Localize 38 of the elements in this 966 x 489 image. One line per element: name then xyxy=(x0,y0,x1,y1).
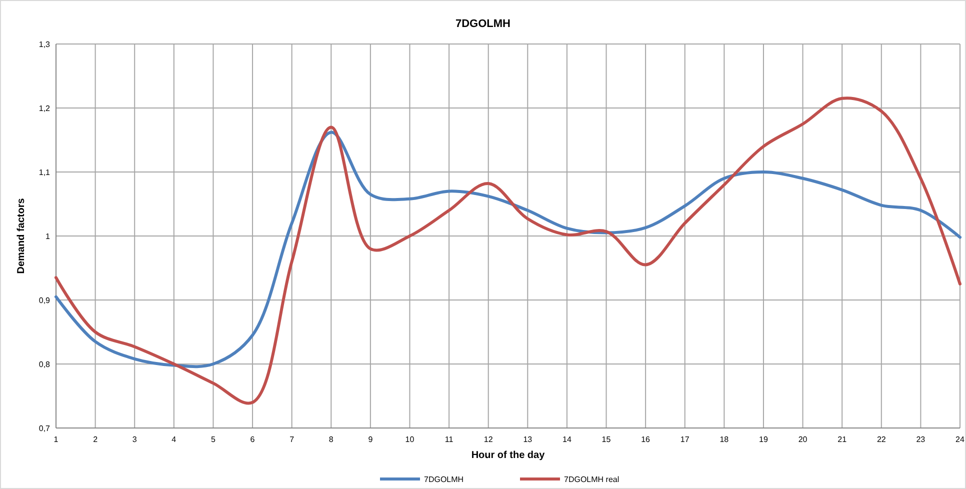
x-tick-label: 6 xyxy=(250,435,256,444)
y-tick-label: 1,2 xyxy=(38,104,51,113)
legend-label: 7DGOLMH real xyxy=(564,474,620,484)
y-tick-label: 1 xyxy=(46,232,51,241)
x-tick-label: 21 xyxy=(838,435,848,444)
y-tick-label: 0,9 xyxy=(38,296,51,305)
x-tick-label: 24 xyxy=(956,435,965,444)
x-tick-label: 12 xyxy=(484,435,494,444)
y-tick-label: 1,3 xyxy=(38,40,51,49)
line-series xyxy=(54,130,962,368)
line-series xyxy=(54,96,962,404)
chart-title: 7DGOLMH xyxy=(456,18,511,30)
x-tick-label: 3 xyxy=(132,435,138,444)
x-tick-label: 1 xyxy=(54,435,59,444)
x-tick-label: 23 xyxy=(916,435,926,444)
x-axis-title: Hour of the day xyxy=(471,450,546,461)
x-tick-label: 22 xyxy=(876,435,886,444)
x-tick-label: 5 xyxy=(210,435,216,444)
x-tick-label: 7 xyxy=(290,435,295,444)
x-tick-label: 9 xyxy=(368,435,374,444)
x-tick-label: 2 xyxy=(93,435,98,444)
x-tick-label: 15 xyxy=(602,435,612,444)
x-tick-label: 16 xyxy=(641,435,651,444)
x-tick-label: 19 xyxy=(759,435,768,444)
x-tick-label: 8 xyxy=(328,435,334,444)
x-tick-label: 4 xyxy=(172,435,177,444)
x-tick-label: 20 xyxy=(798,435,808,444)
x-tick-label: 18 xyxy=(720,435,730,444)
x-tick-label: 11 xyxy=(444,435,454,444)
x-tick-label: 10 xyxy=(405,435,415,444)
x-tick-label: 14 xyxy=(562,435,572,444)
y-tick-label: 0,8 xyxy=(38,360,51,369)
x-tick-label: 17 xyxy=(680,435,690,444)
y-tick-label: 0,7 xyxy=(38,424,51,433)
y-axis-title: Demand factors xyxy=(16,198,27,274)
y-tick-label: 1,1 xyxy=(38,168,51,177)
legend-label: 7DGOLMH xyxy=(424,474,464,484)
x-tick-label: 13 xyxy=(523,435,533,444)
